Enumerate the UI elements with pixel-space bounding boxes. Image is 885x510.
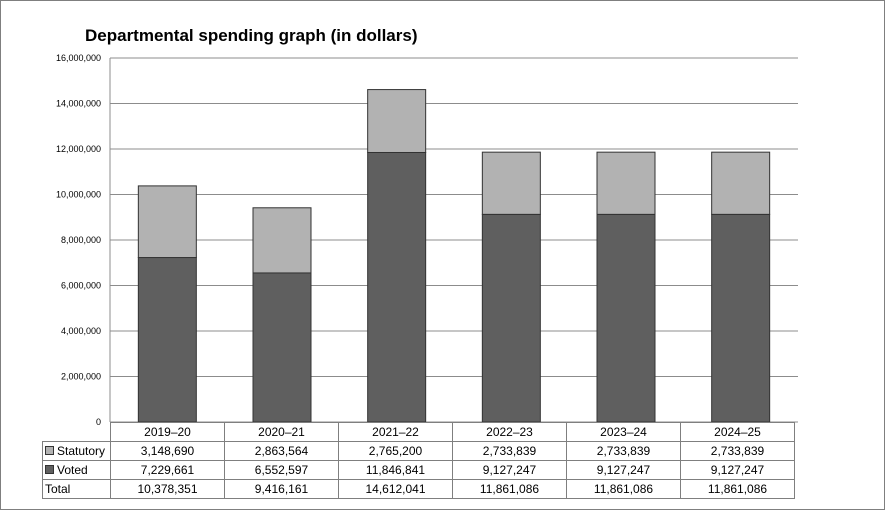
total-value: 9,416,161 [224, 479, 339, 499]
y-tick-label: 14,000,000 [56, 99, 101, 109]
statutory-value: 2,733,839 [452, 441, 567, 461]
category-label: 2020–21 [224, 422, 339, 442]
y-tick-label: 16,000,000 [56, 53, 101, 63]
total-value: 14,612,041 [338, 479, 453, 499]
category-label: 2024–25 [680, 422, 795, 442]
total-value: 11,861,086 [566, 479, 681, 499]
category-row: 2019–20 2020–21 2021–22 2022–23 2023–24 2024–… [42, 422, 795, 442]
statutory-legend-key [45, 446, 54, 455]
table-corner [42, 422, 111, 442]
statutory-value: 2,765,200 [338, 441, 453, 461]
bar-voted [367, 151, 427, 423]
category-label: 2023–24 [566, 422, 681, 442]
total-value: 11,861,086 [680, 479, 795, 499]
voted-row: Voted 7,229,661 6,552,597 11,846,841 9,127,… [42, 460, 795, 480]
statutory-value: 2,733,839 [566, 441, 681, 461]
statutory-value: 2,733,839 [680, 441, 795, 461]
bar-voted [596, 213, 656, 423]
chart-title: Departmental spending graph (in dollars) [85, 26, 418, 45]
y-tick-label: 6,000,000 [61, 281, 101, 291]
voted-value: 9,127,247 [680, 460, 795, 480]
y-tick-label: 2,000,000 [61, 372, 101, 382]
total-row-header: Total [42, 479, 111, 499]
total-value: 11,861,086 [452, 479, 567, 499]
voted-value: 7,229,661 [110, 460, 225, 480]
y-tick-label: 4,000,000 [61, 326, 101, 336]
y-tick-label: 0 [96, 417, 101, 427]
voted-value: 9,127,247 [566, 460, 681, 480]
bar-voted [481, 213, 541, 423]
y-tick-label: 10,000,000 [56, 190, 101, 200]
bar-voted [252, 272, 312, 423]
statutory-value: 2,863,564 [224, 441, 339, 461]
statutory-row-header: Statutory [42, 441, 111, 461]
voted-row-header: Voted [42, 460, 111, 480]
total-value: 10,378,351 [110, 479, 225, 499]
statutory-row: Statutory 3,148,690 2,863,564 2,765,200 2,7… [42, 441, 795, 461]
statutory-value: 3,148,690 [110, 441, 225, 461]
category-label: 2019–20 [110, 422, 225, 442]
statutory-legend-label: Statutory [57, 444, 106, 458]
bar-voted [711, 213, 771, 423]
bar-statutory [596, 151, 656, 215]
bar-statutory [252, 207, 312, 274]
y-tick-label: 12,000,000 [56, 144, 101, 154]
voted-value: 9,127,247 [452, 460, 567, 480]
voted-legend-key [45, 465, 54, 474]
voted-value: 6,552,597 [224, 460, 339, 480]
bar-statutory [481, 151, 541, 215]
bar-statutory [711, 151, 771, 215]
bar-statutory [137, 185, 197, 259]
y-tick-label: 8,000,000 [61, 235, 101, 245]
total-label: Total [45, 482, 71, 496]
category-label: 2021–22 [338, 422, 453, 442]
bar-statutory [367, 89, 427, 153]
data-table: 2019–20 2020–21 2021–22 2022–23 2023–24 2024–… [42, 422, 795, 499]
category-label: 2022–23 [452, 422, 567, 442]
total-row: Total 10,378,351 9,416,161 14,612,041 11,86… [42, 479, 795, 499]
voted-legend-label: Voted [57, 463, 88, 477]
bar-voted [137, 257, 197, 423]
voted-value: 11,846,841 [338, 460, 453, 480]
